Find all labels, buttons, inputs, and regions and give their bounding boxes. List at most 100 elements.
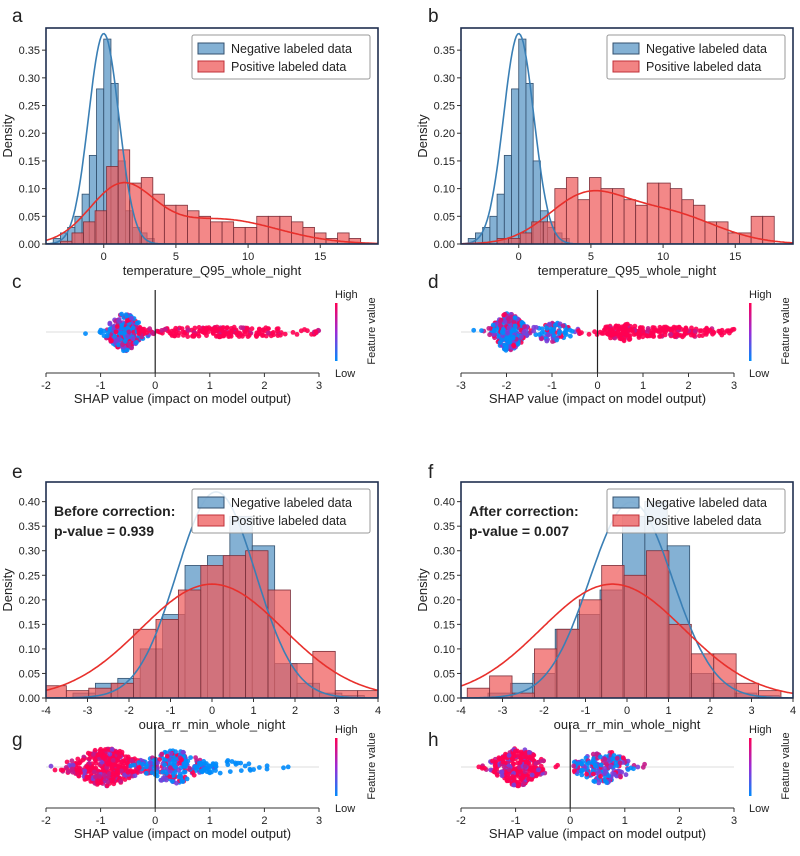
panel-d: d -3 -2 -1 0 1 2 3 SHAP value (impact on model o… [428, 272, 792, 406]
shap-dot [167, 774, 173, 779]
y-axis-label: Density [0, 568, 15, 612]
panel-label: h [428, 730, 439, 751]
panel-label: g [12, 730, 23, 751]
panel-label: a [12, 6, 23, 27]
x-tick-label: 0 [516, 251, 522, 263]
annotation-text: Before correction: [54, 503, 175, 519]
shap-dot [305, 328, 310, 334]
shap-dot [491, 332, 497, 337]
panel-label: d [428, 272, 439, 293]
colorbar-title: Feature value [780, 297, 792, 364]
shap-dot [580, 768, 586, 773]
y-tick-label: 0.25 [19, 101, 40, 113]
shap-dot [179, 757, 185, 763]
bar [489, 215, 498, 244]
y-tick-label: 0.00 [434, 693, 455, 705]
panel-f: f 0.00 0.05 0.10 0.15 0.20 0.25 0.30 0.35 0.40 -4 -… [415, 462, 796, 732]
beeswarm [48, 746, 291, 789]
shap-dot [556, 331, 562, 336]
shap-dot [512, 315, 518, 321]
shap-dot [579, 330, 584, 336]
shap-dot [512, 323, 518, 329]
shap-dot [222, 331, 227, 337]
y-tick-label: 0.20 [19, 128, 40, 140]
y-tick-label: 0.20 [19, 595, 40, 607]
shap-dot [569, 328, 575, 334]
shap-dot [171, 762, 177, 767]
shap-dot [244, 325, 250, 331]
shap-dot [560, 323, 566, 329]
panel-label: f [428, 462, 434, 483]
shap-dot [101, 328, 107, 334]
shap-dot [503, 344, 509, 349]
shap-dot [727, 330, 732, 336]
shap-dot [271, 332, 276, 338]
shap-dot [674, 325, 679, 330]
x-tick-label: 15 [314, 251, 326, 263]
y-tick-label: 0.30 [434, 73, 455, 85]
bar [244, 226, 258, 244]
shap-dot [124, 347, 130, 353]
shap-dot [519, 320, 525, 325]
shap-dot [172, 756, 178, 761]
shap-dot [176, 774, 182, 780]
colorbar-gradient [335, 303, 338, 361]
bar [600, 188, 613, 244]
shap-dot [141, 329, 147, 334]
shap-dot [668, 332, 673, 337]
colorbar: High Low Feature value [335, 289, 378, 380]
y-tick-label: 0.10 [434, 184, 455, 196]
legend-swatch-negative [612, 42, 640, 55]
shap-dot [511, 782, 517, 788]
shap-dot [514, 753, 519, 758]
bar [187, 210, 200, 244]
shap-dot [168, 751, 174, 756]
shap-dot [631, 766, 636, 772]
series-positive [466, 550, 782, 698]
y-tick-label: 0.30 [434, 546, 455, 558]
y-tick-label: 0.40 [434, 497, 455, 509]
colorbar-high-label: High [749, 724, 772, 736]
shap-dot [697, 333, 702, 339]
legend-box [606, 488, 786, 534]
shap-dot [521, 754, 526, 760]
shap-dot [238, 768, 244, 773]
shap-dot [619, 331, 625, 337]
bar [556, 628, 580, 698]
shap-dot [511, 761, 516, 767]
shap-dot [119, 322, 125, 328]
colorbar: High Low Feature value [749, 724, 792, 815]
bar [133, 628, 157, 698]
colorbar-low-label: Low [335, 803, 355, 815]
shap-dot [119, 311, 124, 317]
shap-dot [134, 340, 139, 345]
shap-dot [529, 772, 535, 778]
shap-dot [163, 769, 168, 775]
x-tick-label: 0 [567, 815, 573, 827]
shap-dot [717, 328, 723, 334]
bar [117, 149, 131, 244]
shap-dot [563, 329, 569, 334]
shap-dot [527, 750, 532, 755]
shap-dot [522, 769, 528, 775]
bar [267, 589, 291, 698]
x-tick-label: 15 [729, 251, 741, 263]
shap-dot [227, 769, 233, 774]
shap-dot [192, 325, 198, 331]
colorbar: High Low Feature value [749, 289, 792, 380]
shap-dot [105, 779, 111, 785]
shap-dot [118, 779, 124, 784]
bar [511, 88, 520, 244]
shap-dot [530, 768, 536, 774]
annotation-text: p-value = 0.939 [54, 523, 154, 539]
shap-dot [119, 759, 125, 764]
legend-label: Positive labeled data [646, 60, 761, 74]
x-axis-label: oura_rr_min_whole_night [554, 717, 701, 732]
legend-label: Negative labeled data [646, 42, 767, 56]
shap-dot [707, 327, 713, 333]
bar [198, 215, 211, 244]
y-tick-label: 0.35 [434, 45, 455, 57]
x-tick-label: 3 [316, 815, 322, 827]
shap-dot [238, 760, 244, 766]
colorbar-low-label: Low [749, 803, 769, 815]
